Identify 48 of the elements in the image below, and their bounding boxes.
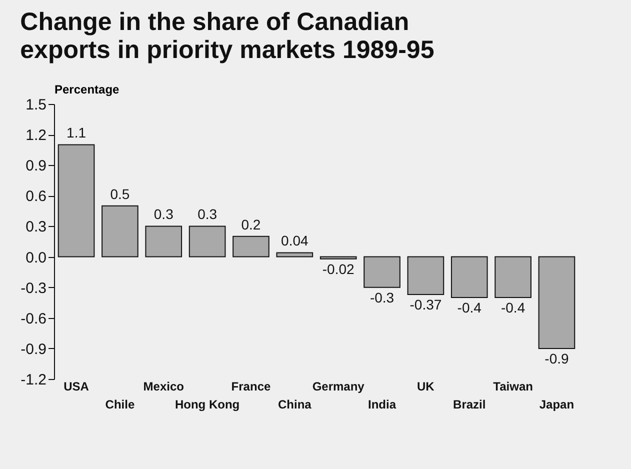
data-label: 0.3 — [198, 206, 218, 222]
data-label: -0.9 — [544, 350, 569, 366]
data-label: 0.5 — [110, 186, 130, 202]
y-tick-label: 0.0 — [26, 249, 46, 266]
bar — [450, 256, 488, 298]
data-label: 0.3 — [154, 206, 174, 222]
x-tick-label: Brazil — [453, 398, 486, 412]
x-tick-label: Taiwan — [493, 380, 533, 394]
x-tick-label: Hong Kong — [174, 398, 240, 412]
data-label: -0.4 — [457, 300, 482, 316]
data-label: 0.04 — [281, 232, 308, 249]
x-tick-label: UK — [417, 380, 435, 394]
x-tick-label: Chile — [105, 398, 135, 412]
y-tick-label: 0.3 — [26, 218, 46, 236]
x-tick-label: France — [231, 380, 271, 394]
bar — [58, 144, 95, 258]
x-tick-label: Mexico — [143, 380, 184, 394]
x-tick-label: USA — [64, 380, 90, 394]
bar — [538, 256, 576, 349]
data-label: -0.02 — [322, 260, 354, 277]
y-tick-label: -0.6 — [20, 310, 46, 328]
y-tick-label: -1.2 — [20, 372, 46, 388]
bar — [232, 236, 270, 258]
y-tick-label: 0.9 — [26, 158, 46, 175]
x-tick-label: Germany — [312, 380, 365, 394]
data-label: 1.1 — [66, 124, 86, 141]
data-label: -0.37 — [410, 296, 442, 312]
x-tick-label: Japan — [539, 398, 574, 412]
data-label: -0.3 — [370, 289, 394, 306]
bar — [320, 256, 357, 260]
y-tick-label: 1.5 — [26, 96, 46, 114]
bar — [102, 205, 138, 258]
y-tick-label: -0.9 — [20, 340, 46, 358]
bar — [276, 252, 314, 258]
y-axis-title: Percentage — [54, 82, 120, 96]
y-tick-label: 0.6 — [26, 188, 46, 206]
chart-title: Change in the share of Canadian exports in priority markets 1989-95 — [20, 8, 434, 64]
x-tick-label: India — [368, 398, 396, 412]
bar — [145, 226, 182, 258]
data-label: 0.2 — [241, 216, 261, 232]
bar — [364, 256, 400, 288]
x-tick-label: China — [278, 398, 312, 412]
bar — [188, 226, 226, 258]
y-tick-label: -0.3 — [20, 280, 46, 297]
bar — [407, 256, 444, 295]
bar — [494, 256, 532, 298]
y-tick-label: 1.2 — [26, 127, 46, 144]
data-label: -0.4 — [500, 300, 526, 316]
